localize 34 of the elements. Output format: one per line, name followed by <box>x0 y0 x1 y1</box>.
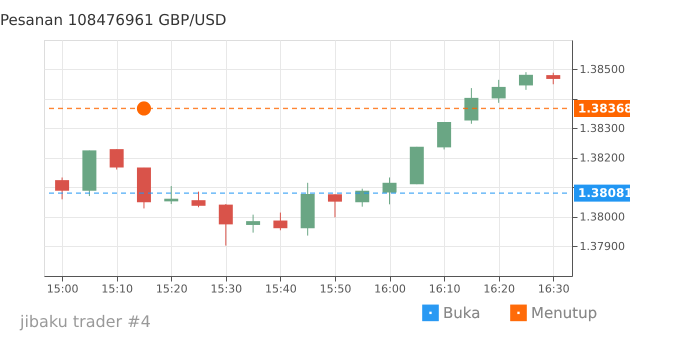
legend-label: Menutup <box>531 304 598 322</box>
y-tick-label: 1.38300 <box>580 122 625 135</box>
candlestick <box>273 212 288 231</box>
x-tick-label: 15:30 <box>210 282 242 296</box>
x-tick-label: 16:00 <box>374 282 406 296</box>
candlestick <box>110 148 124 170</box>
candlestick <box>218 204 233 246</box>
y-tick-label: 1.38200 <box>580 152 625 164</box>
y-tick-label: 1.37900 <box>580 240 625 253</box>
x-tick-label: 16:20 <box>483 282 516 296</box>
chart-title: Pesanan 108476961 GBP/USD <box>0 11 226 29</box>
x-tick-label: 16:10 <box>428 282 460 296</box>
x-tick-label: 15:50 <box>320 282 352 296</box>
candlestick <box>55 176 70 200</box>
x-tick-label: 15:10 <box>101 282 134 296</box>
candlestick <box>518 72 533 90</box>
data-label: 1.38081 <box>578 186 633 200</box>
candlestick <box>464 88 478 124</box>
candlestick <box>192 191 206 208</box>
candlestick <box>546 72 560 85</box>
text: jibaku trader #4 <box>19 312 151 331</box>
x-tick-label: 15:20 <box>156 282 188 296</box>
candlestick <box>328 194 342 218</box>
y-tick-label: 1.38000 <box>580 210 625 224</box>
x-tick-label: 15:00 <box>46 282 78 296</box>
y-tick-label: 1.38500 <box>580 63 625 76</box>
candlestick <box>246 214 260 234</box>
x-tick-label: 16:30 <box>538 282 570 296</box>
candlestick <box>164 186 178 205</box>
candlestick <box>492 79 506 104</box>
legend-label: Buka <box>443 304 480 322</box>
x-tick-label: 15:40 <box>265 282 297 296</box>
candlestick <box>382 176 397 205</box>
candlestick <box>355 188 370 208</box>
